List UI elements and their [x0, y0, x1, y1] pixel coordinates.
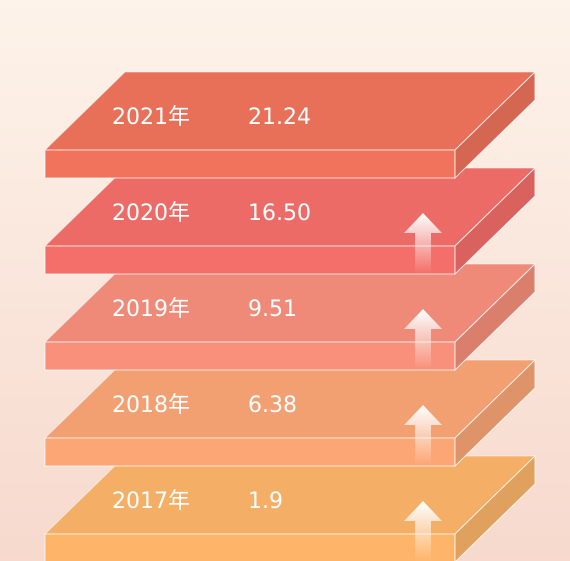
year-label: 2019年 — [112, 297, 190, 322]
value-label: 1.9 — [248, 489, 283, 514]
year-label: 2020年 — [112, 201, 190, 226]
slab-front — [44, 341, 456, 371]
layers: 2017年 1.9 2018年 6.38 2019年 9.51 2020年 16.50 2021… — [43, 70, 537, 561]
slab-side — [454, 262, 536, 372]
slab-front — [44, 245, 456, 275]
slab-front — [44, 533, 456, 561]
slab-side — [454, 454, 536, 561]
value-label: 9.51 — [248, 297, 297, 322]
value-label: 16.50 — [248, 201, 311, 226]
slab-side — [454, 70, 536, 180]
slab-side — [454, 358, 536, 468]
value-label: 21.24 — [248, 105, 311, 130]
value-label: 6.38 — [248, 393, 297, 418]
arrow — [404, 213, 442, 273]
year-label: 2017年 — [112, 489, 190, 514]
slab-front — [44, 149, 456, 179]
slab-side — [454, 166, 536, 276]
arrow — [404, 309, 442, 369]
arrow — [404, 405, 442, 465]
year-label: 2021年 — [112, 105, 190, 130]
year-label: 2018年 — [112, 393, 190, 418]
arrow — [404, 501, 442, 561]
slab-front — [44, 437, 456, 467]
